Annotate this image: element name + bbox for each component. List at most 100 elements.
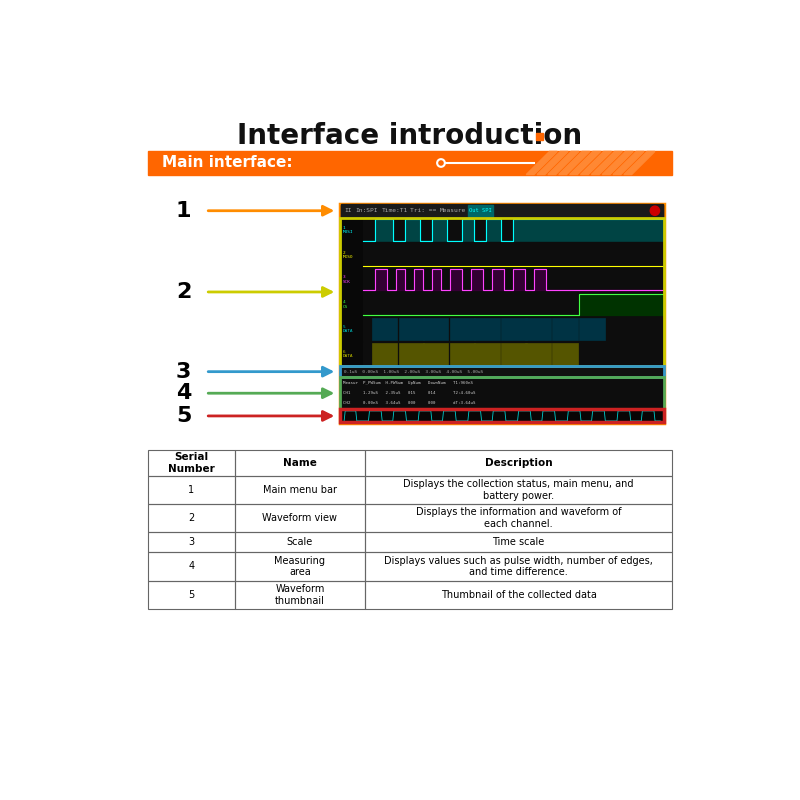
Polygon shape (591, 151, 622, 174)
Text: 2: 2 (188, 513, 194, 523)
Bar (372, 318, 398, 340)
Bar (501, 343, 526, 365)
Bar (341, 410, 663, 422)
Polygon shape (624, 151, 655, 174)
Bar (525, 343, 550, 365)
Bar (399, 318, 424, 340)
Bar (362, 317, 663, 342)
Text: Scale: Scale (287, 537, 313, 547)
Bar (525, 318, 550, 340)
Text: 2
MISO: 2 MISO (342, 250, 353, 259)
Text: 1: 1 (176, 201, 191, 221)
Text: Serial
Number: Serial Number (168, 453, 215, 474)
Text: Interface introduction: Interface introduction (238, 122, 582, 150)
Bar (235, 504, 365, 532)
Bar (340, 410, 664, 422)
Bar (474, 318, 499, 340)
Bar (552, 343, 578, 365)
Text: 0.1uS  0.00nS  1.00uS  2.00uS  3.00uS  4.00uS  5.00uS: 0.1uS 0.00nS 1.00uS 2.00uS 3.00uS 4.00uS… (344, 370, 483, 374)
Text: 5
DATA: 5 DATA (342, 325, 353, 334)
Bar (365, 532, 672, 552)
Bar (552, 318, 578, 340)
Polygon shape (526, 151, 558, 174)
Bar (341, 242, 362, 267)
Text: Thumbnail of the collected data: Thumbnail of the collected data (441, 590, 597, 600)
Bar (341, 377, 663, 410)
Text: 1
MOSI: 1 MOSI (342, 226, 353, 234)
Polygon shape (613, 151, 644, 174)
Bar (341, 205, 663, 422)
Text: Measur  P_PWSum  H-PWSum  UpNum   DownNum   T1:960nS: Measur P_PWSum H-PWSum UpNum DownNum T1:… (343, 382, 474, 386)
Bar (365, 476, 672, 504)
Bar (340, 366, 664, 377)
Text: Main menu bar: Main menu bar (263, 486, 337, 495)
Bar (340, 218, 664, 366)
Bar (148, 581, 235, 609)
Text: 5: 5 (176, 406, 191, 426)
Text: Description: Description (485, 458, 552, 468)
Text: In:SPI: In:SPI (356, 208, 378, 214)
Polygon shape (570, 151, 601, 174)
Bar (468, 205, 493, 217)
Bar (148, 450, 235, 476)
Text: 6
DATA: 6 DATA (342, 350, 353, 358)
Bar (450, 318, 475, 340)
Text: Time:T1: Time:T1 (382, 208, 407, 214)
Text: 1: 1 (188, 486, 194, 495)
Bar (235, 450, 365, 476)
Bar (341, 204, 663, 218)
Bar (372, 343, 398, 365)
Bar (399, 343, 424, 365)
Polygon shape (548, 151, 579, 174)
Text: Measure: Measure (439, 208, 466, 214)
Bar (423, 343, 449, 365)
Text: 4: 4 (188, 562, 194, 571)
Bar (340, 377, 664, 410)
Circle shape (650, 206, 659, 215)
Bar (579, 318, 605, 340)
Text: Time scale: Time scale (492, 537, 545, 547)
Text: II: II (344, 208, 352, 214)
Text: Measuring
area: Measuring area (274, 556, 326, 578)
Bar (235, 532, 365, 552)
Text: Displays the collection status, main menu, and
battery power.: Displays the collection status, main men… (403, 479, 634, 501)
Text: Name: Name (283, 458, 317, 468)
Polygon shape (558, 151, 590, 174)
Bar (148, 504, 235, 532)
Text: Waveform
thumbnail: Waveform thumbnail (275, 584, 325, 606)
Bar (365, 552, 672, 581)
Bar (362, 267, 663, 292)
Text: 3: 3 (188, 537, 194, 547)
Text: Waveform view: Waveform view (262, 513, 338, 523)
Bar (365, 450, 672, 476)
Text: CH2     0.00nS   3.64uS   000     000       dT:3.64uS: CH2 0.00nS 3.64uS 000 000 dT:3.64uS (343, 402, 476, 406)
Bar (148, 552, 235, 581)
Bar (474, 343, 499, 365)
Text: 3: 3 (176, 362, 191, 382)
Bar (341, 342, 362, 366)
Bar (362, 292, 663, 317)
Polygon shape (602, 151, 634, 174)
Bar (365, 504, 672, 532)
Text: Main interface:: Main interface: (162, 155, 293, 170)
Bar (362, 218, 663, 242)
Bar (235, 581, 365, 609)
Text: Out SPI: Out SPI (470, 208, 492, 214)
Bar (362, 342, 663, 366)
Bar (235, 476, 365, 504)
Bar (148, 151, 672, 174)
Bar (340, 204, 664, 423)
Text: Displays values such as pulse width, number of edges,
and time difference.: Displays values such as pulse width, num… (384, 556, 653, 578)
Text: Tri: ==: Tri: == (410, 208, 437, 214)
Polygon shape (537, 151, 568, 174)
Bar (501, 318, 526, 340)
Bar (341, 292, 362, 317)
Bar (148, 476, 235, 504)
Bar (341, 366, 663, 377)
Bar (450, 343, 475, 365)
Bar (341, 317, 362, 342)
Text: 3
SCK: 3 SCK (342, 275, 350, 284)
Text: Displays the information and waveform of
each channel.: Displays the information and waveform of… (416, 507, 622, 529)
Bar (341, 218, 362, 242)
Bar (365, 581, 672, 609)
